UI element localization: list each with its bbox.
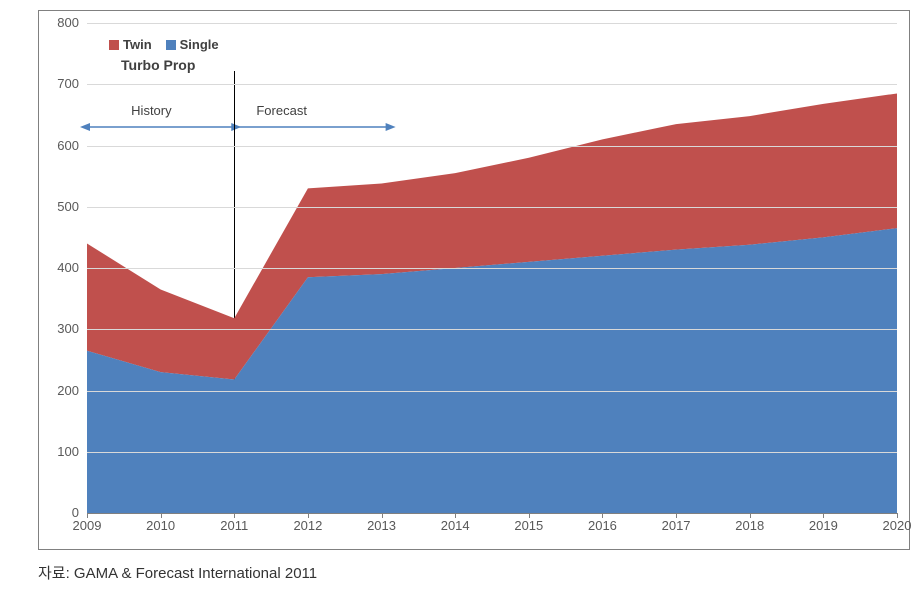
gridline xyxy=(87,268,897,269)
y-tick-label: 200 xyxy=(49,383,79,398)
x-tick-label: 2014 xyxy=(441,518,470,533)
x-tick-label: 2017 xyxy=(662,518,691,533)
x-tick-label: 2018 xyxy=(735,518,764,533)
y-tick-label: 300 xyxy=(49,321,79,336)
gridline xyxy=(87,23,897,24)
y-tick-label: 600 xyxy=(49,138,79,153)
gridline xyxy=(87,391,897,392)
y-tick-label: 800 xyxy=(49,15,79,30)
gridline xyxy=(87,207,897,208)
y-tick-label: 400 xyxy=(49,260,79,275)
x-tick-label: 2020 xyxy=(883,518,912,533)
x-tick-label: 2010 xyxy=(146,518,175,533)
y-tick-label: 100 xyxy=(49,444,79,459)
x-tick-label: 2016 xyxy=(588,518,617,533)
x-tick-label: 2012 xyxy=(293,518,322,533)
gridline xyxy=(87,452,897,453)
x-tick-label: 2019 xyxy=(809,518,838,533)
gridline xyxy=(87,84,897,85)
x-tick-label: 2013 xyxy=(367,518,396,533)
y-tick-label: 700 xyxy=(49,76,79,91)
y-tick-label: 500 xyxy=(49,199,79,214)
gridline xyxy=(87,146,897,147)
source-text: 자료: GAMA & Forecast International 2011 xyxy=(38,562,920,583)
x-axis xyxy=(87,513,897,514)
x-tick-label: 2009 xyxy=(73,518,102,533)
gridline xyxy=(87,329,897,330)
x-tick-label: 2015 xyxy=(514,518,543,533)
chart-container: Twin Single Turbo Prop History Forecast … xyxy=(38,10,910,550)
x-tick-label: 2011 xyxy=(220,518,248,533)
